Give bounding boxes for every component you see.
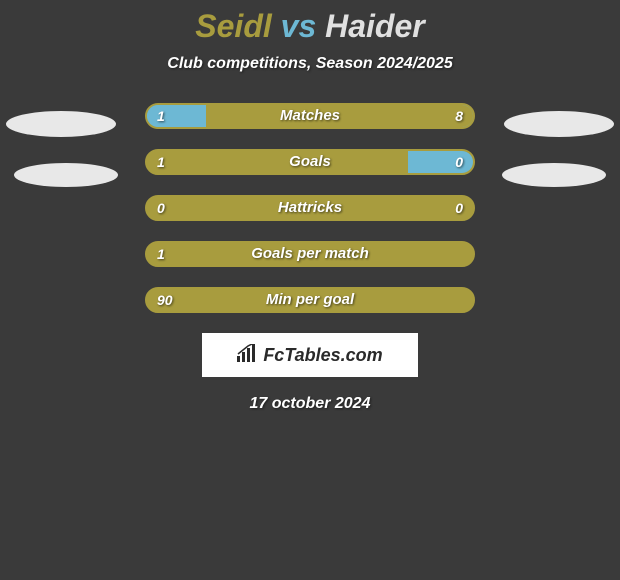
subtitle: Club competitions, Season 2024/2025 [0, 55, 620, 73]
title-player1: Seidl [195, 8, 271, 44]
stat-value-right: 8 [455, 105, 463, 127]
logo-text: FcTables.com [237, 344, 382, 367]
date-text: 17 october 2024 [0, 395, 620, 413]
stat-label: Hattricks [147, 197, 473, 219]
stats-area: Matches18Goals10Hattricks00Goals per mat… [0, 103, 620, 313]
logo-label: FcTables.com [263, 345, 382, 366]
page-title: Seidl vs Haider [0, 8, 620, 45]
stat-value-left: 0 [157, 197, 165, 219]
player2-avatar-bottom [502, 163, 606, 187]
stat-value-left: 90 [157, 289, 173, 311]
player2-avatar-top [504, 111, 614, 137]
stat-bars: Matches18Goals10Hattricks00Goals per mat… [145, 103, 475, 313]
logo-box[interactable]: FcTables.com [202, 333, 418, 377]
stat-label: Goals [147, 151, 473, 173]
stat-value-right: 0 [455, 197, 463, 219]
stat-value-right: 0 [455, 151, 463, 173]
player1-avatar-top [6, 111, 116, 137]
stat-label: Min per goal [147, 289, 473, 311]
stat-row: Goals per match1 [145, 241, 475, 267]
stat-row: Matches1 8 [145, 103, 475, 129]
stat-value-left: 1 [157, 243, 165, 265]
title-player2: Haider [325, 8, 425, 44]
stat-row: Min per goal90 [145, 287, 475, 313]
stat-label: Goals per match [147, 243, 473, 265]
stat-value-left: 1 [157, 105, 165, 127]
stat-row: Hattricks0 0 [145, 195, 475, 221]
title-vs: vs [281, 8, 317, 44]
player1-avatar-bottom [14, 163, 118, 187]
stat-label: Matches [147, 105, 473, 127]
logo-chart-icon [237, 344, 257, 367]
stat-value-left: 1 [157, 151, 165, 173]
stat-row: Goals1 0 [145, 149, 475, 175]
comparison-container: Seidl vs Haider Club competitions, Seaso… [0, 0, 620, 580]
